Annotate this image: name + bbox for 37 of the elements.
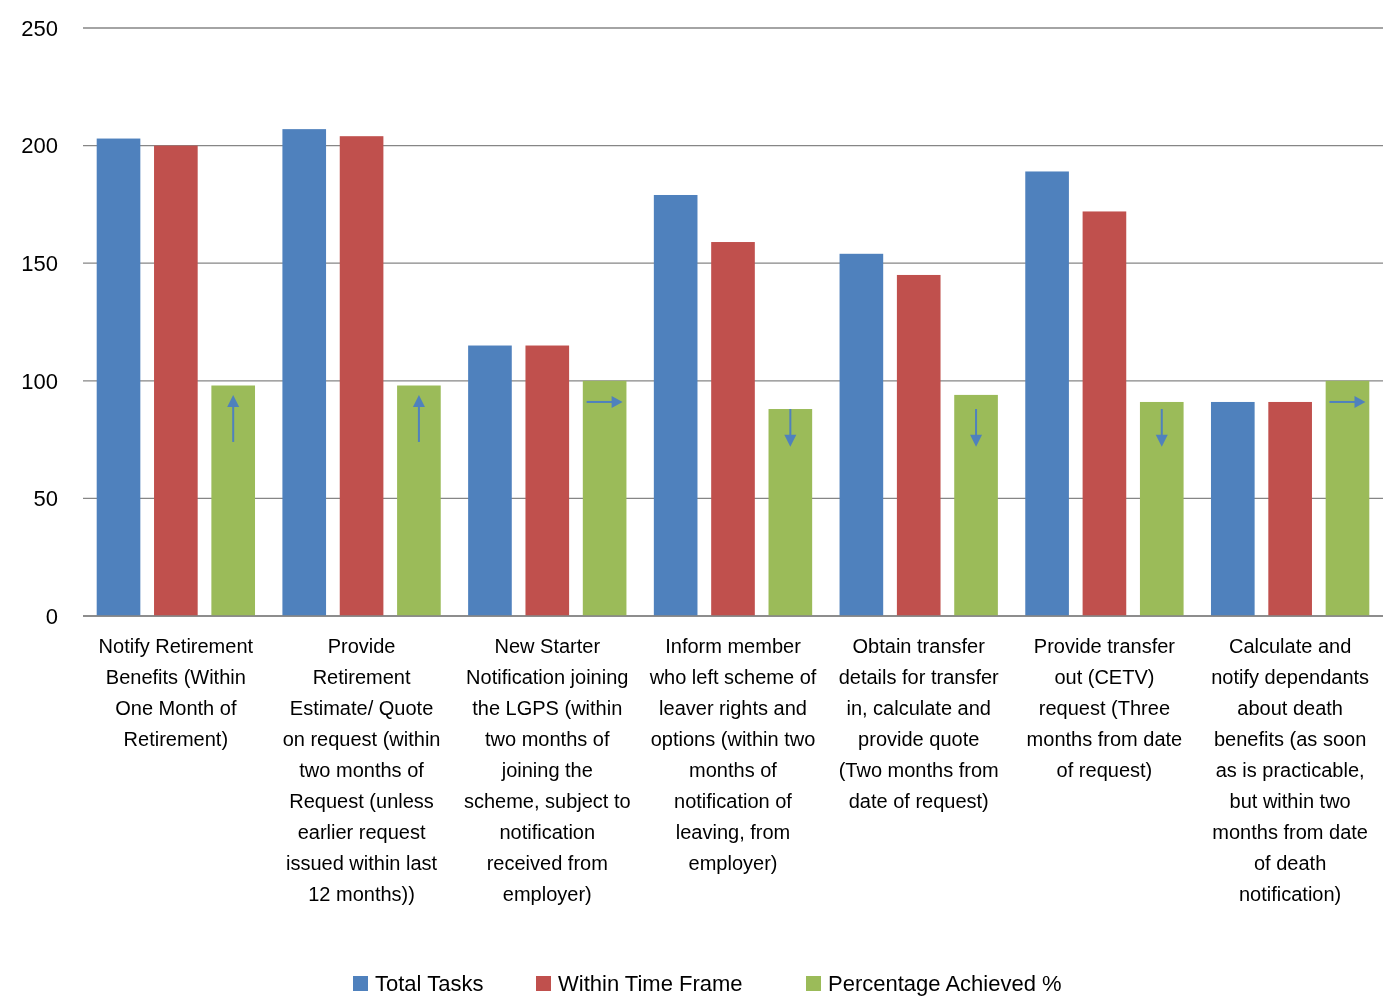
y-tick-label: 150 bbox=[21, 250, 58, 276]
bar bbox=[1268, 401, 1312, 616]
bar bbox=[397, 385, 441, 616]
y-tick-label: 200 bbox=[21, 133, 58, 159]
x-tick-label: Notify Retirement Benefits (Within One Month of Retirement) bbox=[98, 635, 254, 750]
bar bbox=[211, 385, 256, 616]
y-tick-label: 250 bbox=[21, 15, 58, 41]
bar bbox=[896, 274, 941, 616]
y-tick-label: 100 bbox=[21, 368, 58, 394]
bar bbox=[839, 253, 884, 616]
x-tick-label: Obtain transfer details for transfer in, calculate and provide quote (Two months from date of request) bbox=[838, 635, 1000, 812]
legend-label: Within Time Frame bbox=[558, 970, 743, 996]
legend-label: Total Tasks bbox=[375, 970, 484, 996]
bar bbox=[154, 145, 198, 616]
x-tick-label: Inform member who left scheme of leaver rights and options (within two months of notification of leaving, from employer) bbox=[648, 635, 817, 874]
bar bbox=[1082, 211, 1127, 616]
bar bbox=[96, 138, 141, 616]
legend-label: Percentage Achieved % bbox=[828, 970, 1062, 996]
bar bbox=[954, 394, 998, 616]
bar bbox=[711, 242, 755, 616]
bar bbox=[1139, 401, 1184, 616]
x-tick-label: Provide transfer out (CETV) request (Three months from date of request) bbox=[1026, 635, 1183, 781]
bar bbox=[768, 409, 813, 616]
bar bbox=[468, 345, 512, 616]
category-label: Provide Retirement Estimate/ Quote on request (within two months of Request (unless earlier request issued within last 12 months)) bbox=[282, 635, 441, 905]
bar bbox=[282, 129, 327, 616]
bar bbox=[653, 194, 698, 616]
bar bbox=[1210, 401, 1255, 616]
bar bbox=[1325, 380, 1370, 616]
category-label: Calculate and notify dependants about death benefits (as soon as is practicable, but within two months from date of death notification) bbox=[1211, 635, 1370, 905]
bar bbox=[339, 136, 384, 616]
category-label: New Starter Notification joining the LGPS (within two months of joining the scheme, subject to notification received from employer) bbox=[463, 635, 631, 905]
bar bbox=[525, 345, 570, 616]
bar bbox=[1025, 171, 1069, 616]
y-tick-label: 50 bbox=[33, 486, 58, 512]
bar bbox=[582, 380, 627, 616]
y-tick-label: 0 bbox=[45, 603, 58, 629]
